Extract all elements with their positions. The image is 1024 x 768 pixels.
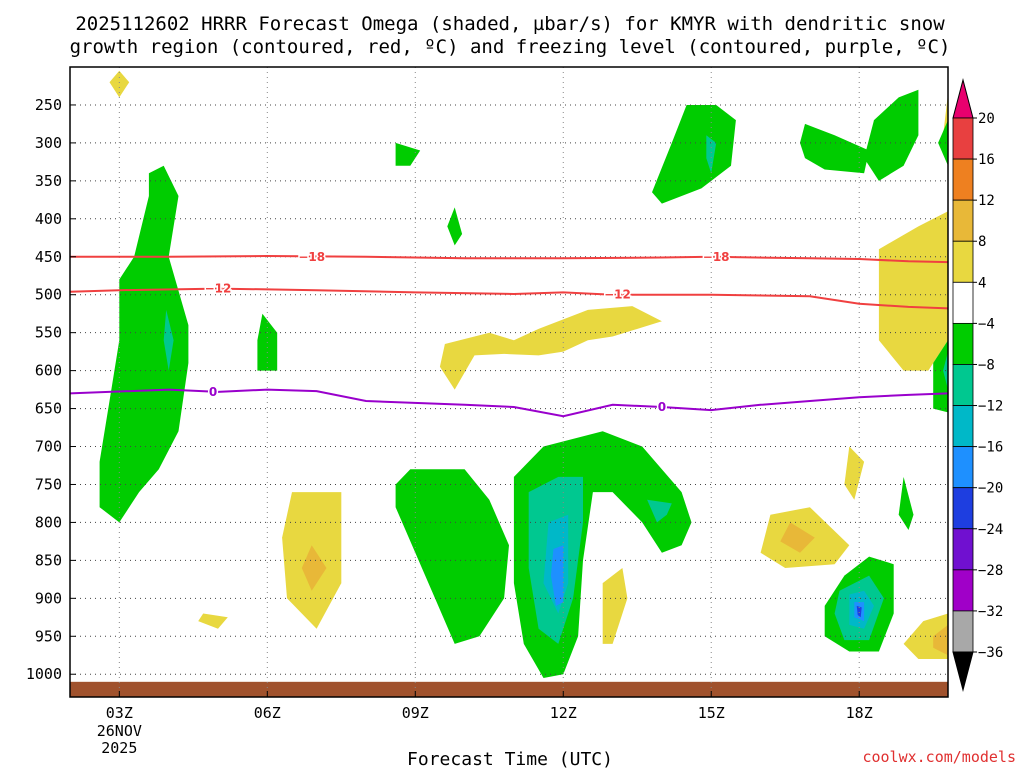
omega-region-down_8_12 — [647, 499, 672, 523]
y-tick-label: 700 — [35, 438, 62, 456]
y-tick-label: 900 — [35, 589, 62, 607]
contour-label: −18 — [298, 250, 325, 264]
credit-text: coolwx.com/models — [862, 748, 1016, 766]
omega-region-down_4_8 — [800, 123, 870, 174]
y-tick-label: 300 — [35, 134, 62, 152]
omega-region-down_4_8 — [395, 142, 421, 166]
contour-label: 0 — [658, 400, 666, 414]
colorbar-tick-label: −16 — [978, 440, 1003, 456]
colorbar-swatch — [952, 240, 974, 283]
plot-frame — [69, 66, 949, 698]
colorbar-tick-label: 8 — [978, 234, 986, 250]
colorbar-swatch — [952, 487, 974, 530]
y-tick-label: 400 — [35, 210, 62, 228]
colorbar-swatch — [952, 158, 974, 201]
x-tick-label: 18Z — [846, 704, 873, 722]
contour-label: 0 — [209, 385, 217, 399]
y-tick-label: 550 — [35, 324, 62, 342]
colorbar-swatch — [952, 322, 974, 365]
contour-label: −12 — [205, 282, 232, 296]
colorbar-bottom-extend — [952, 651, 974, 692]
chart-subtitle: growth region (contoured, red, ºC) and f… — [70, 36, 951, 58]
y-tick-label: 250 — [35, 96, 62, 114]
contour-line-0 — [70, 388, 948, 418]
chart-title: 2025112602 HRRR Forecast Omega (shaded, … — [75, 13, 945, 35]
x-tick-label: 03Z — [106, 704, 133, 722]
colorbar-tick-label: −12 — [978, 399, 1003, 415]
y-tick-label: 850 — [35, 551, 62, 569]
x-tick-label: 09Z — [402, 704, 429, 722]
colorbar-swatch — [952, 199, 974, 242]
colorbar-swatch — [952, 364, 974, 406]
colorbar-swatch — [952, 405, 974, 448]
omega-region-up_4_8 — [198, 613, 228, 629]
omega-region-up_4_8 — [109, 70, 130, 98]
omega-region-down_4_8 — [864, 89, 919, 181]
omega-region-down_4_8 — [395, 469, 509, 644]
contour-line-minus18 — [70, 254, 948, 264]
colorbar-tick-label: 20 — [978, 111, 995, 127]
omega-region-up_4_8 — [878, 93, 948, 371]
plot-inner: −18 −18 −12 −12 0 0 — [70, 67, 948, 697]
omega-region-up_4_8 — [439, 306, 662, 390]
x-tick-label: 15Z — [698, 704, 725, 722]
y-tick-label: 750 — [35, 475, 62, 493]
colorbar-tick-label: 4 — [978, 275, 986, 291]
y-tick-label: 450 — [35, 248, 62, 266]
contour-label: −18 — [703, 250, 730, 264]
y-tick-label: 800 — [35, 513, 62, 531]
colorbar-tick-label: 12 — [978, 193, 995, 209]
colorbar: 20 16 12 8 4 −4 −8 −12 −16 −20 −24 −28 −32 −36 — [952, 78, 1003, 692]
colorbar-tick-label: −4 — [978, 316, 995, 332]
x-tick-label: 12Z — [550, 704, 577, 722]
y-tick-label: 350 — [35, 172, 62, 190]
y-tick-label: 1000 — [26, 665, 62, 683]
y-tick-label: 600 — [35, 362, 62, 380]
colorbar-tick-label: −24 — [978, 522, 1003, 538]
contour-label: −12 — [604, 288, 631, 302]
x-date-label: 2025 — [101, 739, 137, 757]
omega-region-down_8_12 — [163, 309, 174, 371]
colorbar-swatch — [952, 117, 974, 160]
colorbar-tick-label: −32 — [978, 604, 1003, 620]
colorbar-tick-label: −36 — [978, 645, 1003, 661]
omega-region-down_4_8 — [898, 476, 914, 530]
omega-region-up_8_12 — [780, 522, 815, 553]
omega-region-up_8_12 — [301, 545, 327, 591]
omega-region-down_20_24 — [856, 605, 862, 618]
colorbar-tick-label: −8 — [978, 357, 995, 373]
colorbar-swatch — [952, 610, 974, 653]
colorbar-tick-label: −20 — [978, 481, 1003, 497]
contour-line-minus12 — [70, 287, 948, 310]
y-tick-label: 650 — [35, 400, 62, 418]
x-tick-label: 06Z — [254, 704, 281, 722]
omega-region-down_8_12 — [706, 135, 717, 174]
y-tick-label: 950 — [35, 627, 62, 645]
omega-region-down_4_8 — [938, 120, 948, 166]
surface-band — [70, 681, 948, 697]
x-date-label: 26NOV — [97, 722, 142, 740]
omega-region-up_8_12 — [933, 624, 948, 656]
colorbar-tick-label: −28 — [978, 563, 1003, 579]
omega-region-up_4_8 — [844, 446, 865, 500]
omega-region-down_4_8 — [99, 165, 189, 523]
colorbar-top-extend — [952, 78, 974, 119]
colorbar-swatch — [952, 569, 974, 612]
x-axis-label: Forecast Time (UTC) — [407, 749, 613, 768]
plot-area: −18 −18 −12 −12 0 0 250 300 350 400 450 500 550 600 65… — [26, 66, 1003, 757]
omega-region-down_4_8 — [447, 207, 463, 246]
colorbar-swatch — [952, 528, 974, 571]
y-tick-label: 500 — [35, 286, 62, 304]
colorbar-swatch — [952, 281, 974, 324]
plot-background — [70, 67, 948, 697]
omega-region-up_4_8 — [602, 568, 628, 644]
colorbar-swatch — [952, 446, 974, 489]
colorbar-tick-label: 16 — [978, 152, 995, 168]
omega-region-down_4_8 — [652, 105, 736, 204]
